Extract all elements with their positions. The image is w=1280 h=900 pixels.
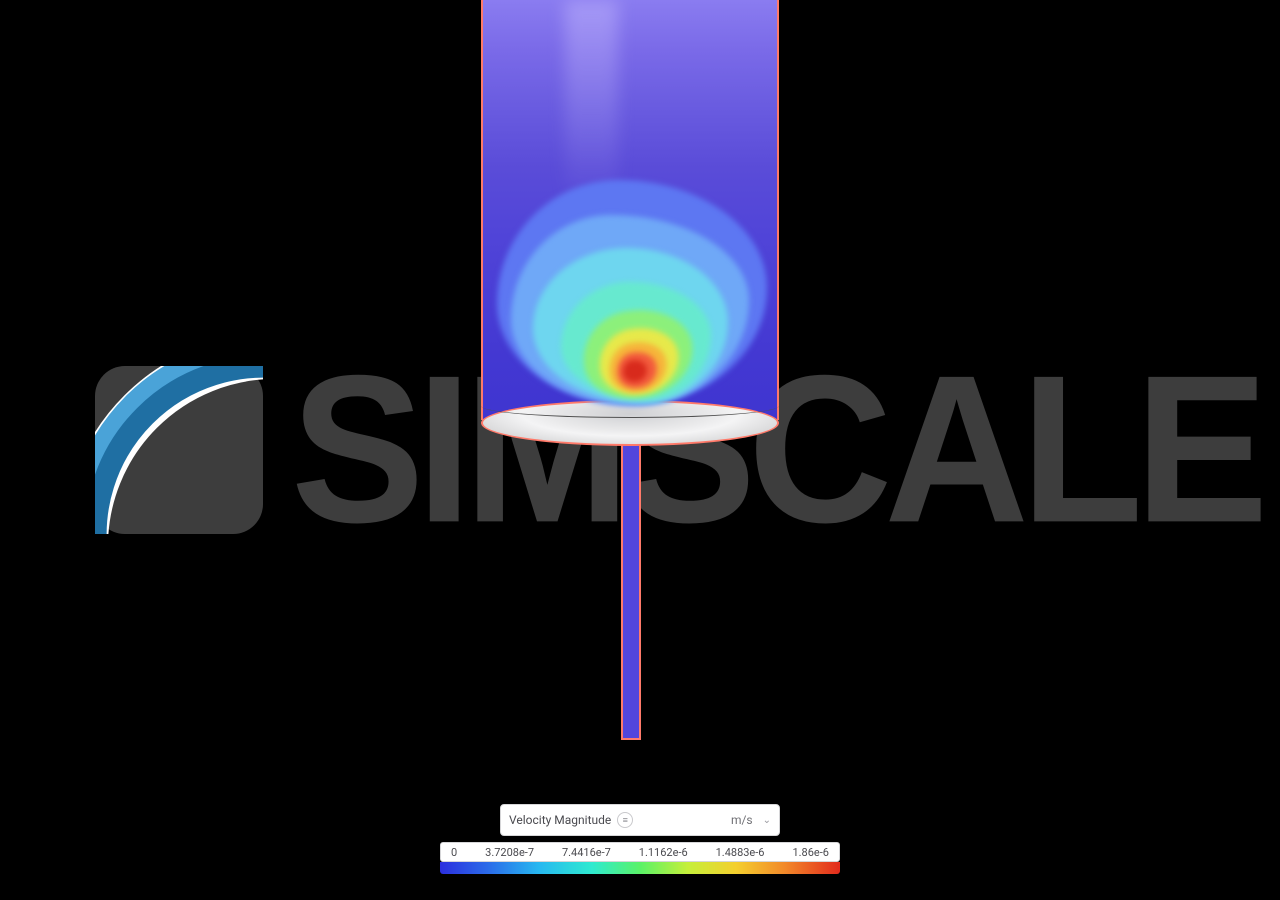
color-legend: Velocity Magnitude ≡ m/s ⌄ 0 3.7208e-7 7… xyxy=(440,804,840,874)
legend-mode-icon[interactable]: ≡ xyxy=(617,812,633,828)
chevron-down-icon: ⌄ xyxy=(763,815,771,826)
velocity-contour xyxy=(483,0,777,420)
outlet-pipe xyxy=(621,442,641,740)
legend-tick: 3.7208e-7 xyxy=(485,846,534,859)
cylinder-body xyxy=(481,0,779,420)
legend-tick-row: 0 3.7208e-7 7.4416e-7 1.1162e-6 1.4883e-… xyxy=(440,842,840,862)
legend-field-selector[interactable]: Velocity Magnitude ≡ m/s ⌄ xyxy=(500,804,780,836)
legend-tick: 7.4416e-7 xyxy=(562,846,611,859)
simulation-viewport[interactable] xyxy=(465,0,795,745)
legend-field-label: Velocity Magnitude xyxy=(509,813,611,827)
legend-tick: 0 xyxy=(451,846,457,859)
legend-color-bar xyxy=(440,862,840,874)
cylinder-rim-edge xyxy=(481,394,779,418)
legend-tick: 1.1162e-6 xyxy=(639,846,688,859)
simscale-logo-mark xyxy=(95,366,263,534)
legend-tick: 1.4883e-6 xyxy=(716,846,765,859)
legend-tick: 1.86e-6 xyxy=(792,846,829,859)
legend-units-dropdown[interactable]: m/s ⌄ xyxy=(731,813,771,827)
legend-units-label: m/s xyxy=(731,813,753,827)
